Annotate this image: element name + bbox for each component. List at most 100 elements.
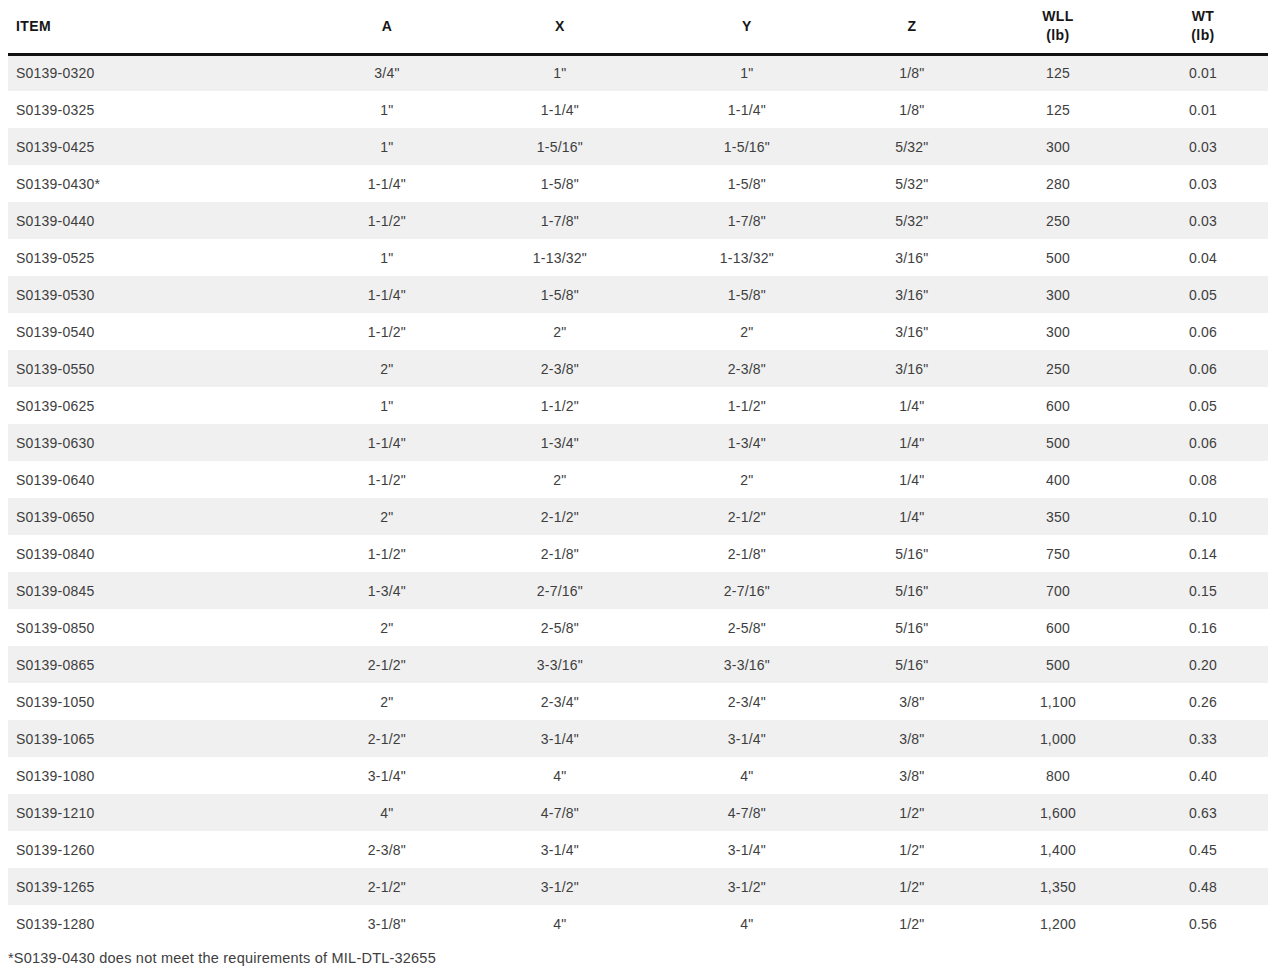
cell-z: 1/2" (846, 831, 978, 868)
cell-item: S0139-0325 (8, 91, 302, 128)
cell-x: 3-1/2" (472, 868, 648, 905)
table-row: S0139-08652-1/2"3-3/16"3-3/16"5/16"5000.… (8, 646, 1268, 683)
cell-a: 2" (302, 683, 472, 720)
cell-a: 1-1/4" (302, 424, 472, 461)
cell-wll: 350 (978, 498, 1138, 535)
column-header-wt: WT (lb) (1138, 0, 1268, 54)
cell-y: 1" (648, 54, 846, 91)
cell-z: 1/4" (846, 424, 978, 461)
cell-wt: 0.06 (1138, 424, 1268, 461)
cell-wll: 125 (978, 91, 1138, 128)
cell-y: 4" (648, 905, 846, 942)
table-row: S0139-0430*1-1/4"1-5/8"1-5/8"5/32"2800.0… (8, 165, 1268, 202)
cell-wll: 500 (978, 424, 1138, 461)
cell-a: 1-1/4" (302, 276, 472, 313)
cell-z: 3/16" (846, 350, 978, 387)
cell-x: 1-5/8" (472, 276, 648, 313)
cell-wt: 0.08 (1138, 461, 1268, 498)
cell-wll: 280 (978, 165, 1138, 202)
cell-wt: 0.33 (1138, 720, 1268, 757)
cell-a: 1-1/2" (302, 461, 472, 498)
cell-item: S0139-1260 (8, 831, 302, 868)
cell-y: 3-1/2" (648, 868, 846, 905)
cell-x: 1" (472, 54, 648, 91)
column-header-wll: WLL (lb) (978, 0, 1138, 54)
cell-wll: 700 (978, 572, 1138, 609)
cell-a: 1-1/2" (302, 535, 472, 572)
cell-item: S0139-0650 (8, 498, 302, 535)
cell-x: 2" (472, 461, 648, 498)
cell-wt: 0.45 (1138, 831, 1268, 868)
cell-x: 4" (472, 757, 648, 794)
column-header-sub: (lb) (978, 26, 1138, 45)
cell-item: S0139-0430* (8, 165, 302, 202)
cell-y: 3-3/16" (648, 646, 846, 683)
table-row: S0139-10502"2-3/4"2-3/4"3/8"1,1000.26 (8, 683, 1268, 720)
cell-item: S0139-0630 (8, 424, 302, 461)
table-row: S0139-12652-1/2"3-1/2"3-1/2"1/2"1,3500.4… (8, 868, 1268, 905)
table-row: S0139-12104"4-7/8"4-7/8"1/2"1,6000.63 (8, 794, 1268, 831)
cell-x: 2-7/16" (472, 572, 648, 609)
cell-item: S0139-0625 (8, 387, 302, 424)
cell-wll: 250 (978, 202, 1138, 239)
cell-item: S0139-0530 (8, 276, 302, 313)
table-row: S0139-05401-1/2"2"2"3/16"3000.06 (8, 313, 1268, 350)
cell-z: 1/8" (846, 54, 978, 91)
cell-item: S0139-1050 (8, 683, 302, 720)
table-row: S0139-06502"2-1/2"2-1/2"1/4"3500.10 (8, 498, 1268, 535)
column-header-x: X (472, 0, 648, 54)
cell-z: 3/8" (846, 683, 978, 720)
cell-y: 2-5/8" (648, 609, 846, 646)
cell-a: 1-1/2" (302, 202, 472, 239)
table-row: S0139-08401-1/2"2-1/8"2-1/8"5/16"7500.14 (8, 535, 1268, 572)
cell-y: 1-13/32" (648, 239, 846, 276)
cell-a: 2" (302, 350, 472, 387)
cell-item: S0139-0540 (8, 313, 302, 350)
cell-y: 3-1/4" (648, 720, 846, 757)
column-header-item: ITEM (8, 0, 302, 54)
table-row: S0139-06301-1/4"1-3/4"1-3/4"1/4"5000.06 (8, 424, 1268, 461)
table-row: S0139-03203/4"1"1"1/8"1250.01 (8, 54, 1268, 91)
cell-z: 3/8" (846, 757, 978, 794)
cell-wt: 0.26 (1138, 683, 1268, 720)
cell-x: 2-1/8" (472, 535, 648, 572)
cell-item: S0139-0440 (8, 202, 302, 239)
column-header-label: Z (846, 17, 978, 36)
cell-wll: 1,200 (978, 905, 1138, 942)
cell-z: 5/16" (846, 609, 978, 646)
cell-a: 2" (302, 609, 472, 646)
table-body: S0139-03203/4"1"1"1/8"1250.01S0139-03251… (8, 54, 1268, 942)
cell-x: 1-5/16" (472, 128, 648, 165)
cell-x: 4-7/8" (472, 794, 648, 831)
cell-wll: 750 (978, 535, 1138, 572)
table-header: ITEM A X Y Z (8, 0, 1268, 54)
cell-wt: 0.48 (1138, 868, 1268, 905)
table-row: S0139-12803-1/8"4"4"1/2"1,2000.56 (8, 905, 1268, 942)
cell-a: 2-1/2" (302, 720, 472, 757)
cell-a: 1" (302, 91, 472, 128)
cell-y: 4-7/8" (648, 794, 846, 831)
cell-a: 1-3/4" (302, 572, 472, 609)
cell-y: 1-5/8" (648, 165, 846, 202)
cell-y: 1-5/16" (648, 128, 846, 165)
table-row: S0139-04251"1-5/16"1-5/16"5/32"3000.03 (8, 128, 1268, 165)
cell-wt: 0.03 (1138, 165, 1268, 202)
cell-x: 2" (472, 313, 648, 350)
table-row: S0139-03251"1-1/4"1-1/4"1/8"1250.01 (8, 91, 1268, 128)
cell-a: 3-1/8" (302, 905, 472, 942)
cell-z: 5/32" (846, 128, 978, 165)
cell-z: 5/32" (846, 165, 978, 202)
cell-z: 1/8" (846, 91, 978, 128)
cell-wll: 250 (978, 350, 1138, 387)
cell-wll: 1,600 (978, 794, 1138, 831)
cell-wt: 0.40 (1138, 757, 1268, 794)
table-row: S0139-08451-3/4"2-7/16"2-7/16"5/16"7000.… (8, 572, 1268, 609)
cell-x: 1-3/4" (472, 424, 648, 461)
cell-x: 2-3/4" (472, 683, 648, 720)
cell-x: 3-1/4" (472, 720, 648, 757)
cell-a: 3-1/4" (302, 757, 472, 794)
cell-wt: 0.03 (1138, 202, 1268, 239)
cell-y: 1-1/4" (648, 91, 846, 128)
table-row: S0139-05301-1/4"1-5/8"1-5/8"3/16"3000.05 (8, 276, 1268, 313)
cell-z: 1/4" (846, 387, 978, 424)
